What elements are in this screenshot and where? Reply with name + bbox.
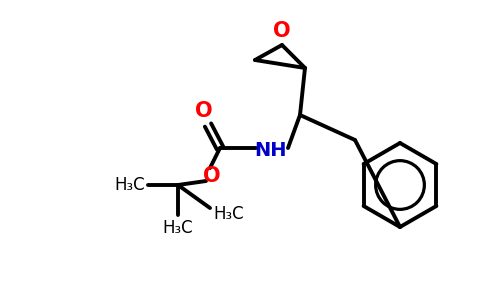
Text: O: O [203,166,221,186]
Text: H₃C: H₃C [213,205,243,223]
Text: O: O [195,101,213,121]
Text: H₃C: H₃C [163,219,193,237]
Text: O: O [273,21,291,41]
Text: H₃C: H₃C [114,176,145,194]
Text: NH: NH [254,140,286,160]
